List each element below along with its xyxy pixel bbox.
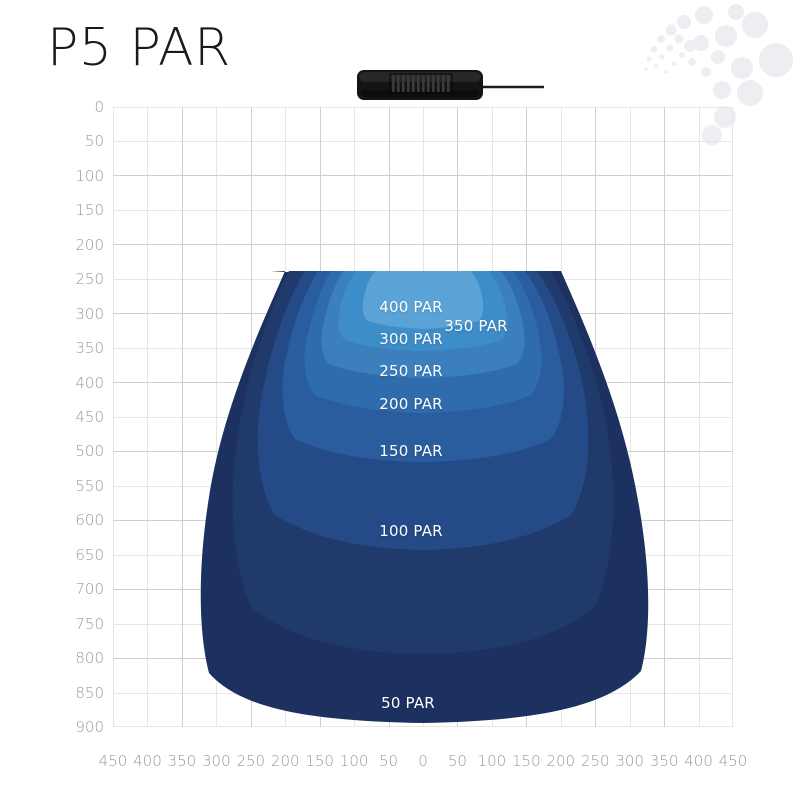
y-axis-tick-label: 500 (75, 442, 104, 461)
y-axis-tick-label: 450 (75, 408, 104, 426)
x-axis-tick-label: 150 (512, 752, 541, 770)
y-axis-tick-label: 800 (75, 649, 104, 668)
par-label-100: 100 PAR (379, 522, 443, 540)
par-plot-area (113, 107, 733, 727)
x-axis-tick-label: 400 (133, 752, 162, 770)
y-axis-tick-label: 300 (75, 304, 104, 323)
par-label-300: 300 PAR (379, 330, 443, 348)
par-contour-bands (200, 271, 649, 723)
par-label-50: 50 PAR (381, 694, 435, 712)
y-axis-tick-label: 50 (84, 132, 104, 151)
x-axis-tick-label: 350 (649, 752, 679, 770)
y-axis-tick-label: 850 (75, 683, 104, 702)
y-axis-tick-label: 150 (75, 201, 104, 220)
par-label-200: 200 PAR (379, 395, 443, 413)
x-axis-tick-label: 50 (379, 752, 399, 770)
x-axis-tick-label: 250 (236, 752, 266, 770)
y-axis-tick-label: 350 (75, 339, 104, 358)
y-axis-tick-label: 750 (75, 614, 104, 633)
par-band-400 (362, 271, 484, 329)
x-axis-tick-label: 100 (339, 752, 369, 770)
x-axis-tick-label: 300 (202, 752, 231, 770)
par-label-250: 250 PAR (379, 362, 443, 380)
led-grow-light-fixture (356, 66, 546, 104)
x-axis-tick-label: 50 (447, 752, 467, 770)
par-label-150: 150 PAR (379, 442, 443, 460)
y-axis-tick-label: 200 (75, 235, 104, 254)
x-axis-tick-label: 150 (305, 752, 334, 770)
y-axis-tick-label: 600 (75, 511, 104, 530)
x-axis-tick-label: 450 (718, 752, 748, 770)
y-axis-tick-label: 0 (94, 98, 104, 116)
y-axis-tick-label: 400 (75, 373, 104, 392)
y-axis-tick-label: 650 (75, 545, 104, 564)
y-axis-tick-label: 550 (75, 476, 104, 495)
x-axis-tick-label: 450 (98, 752, 128, 770)
par-label-350: 350 PAR (444, 317, 508, 335)
x-axis-tick-label: 400 (684, 752, 713, 770)
y-axis: 0 50 100 150 200 250 300 350 400 450 500 550 600 650 7… (0, 98, 104, 736)
x-axis-tick-label: 200 (270, 752, 300, 770)
x-axis-tick-label: 300 (615, 752, 644, 770)
x-axis-tick-label: 350 (167, 752, 197, 770)
page-title: P5 PAR (47, 18, 231, 78)
y-axis-tick-label: 700 (75, 580, 104, 599)
x-axis-tick-label: 200 (546, 752, 576, 770)
x-axis-tick-label: 250 (580, 752, 610, 770)
x-axis-tick-label: 0 (418, 752, 428, 770)
par-label-400: 400 PAR (379, 298, 443, 316)
x-axis-tick-label: 100 (477, 752, 507, 770)
y-axis-tick-label: 100 (75, 166, 104, 185)
y-axis-tick-label: 900 (75, 718, 104, 736)
y-axis-tick-label: 250 (75, 270, 104, 289)
x-axis: 450 400 350 300 250 200 150 100 50 0 50 100 150 200 25… (99, 752, 748, 778)
